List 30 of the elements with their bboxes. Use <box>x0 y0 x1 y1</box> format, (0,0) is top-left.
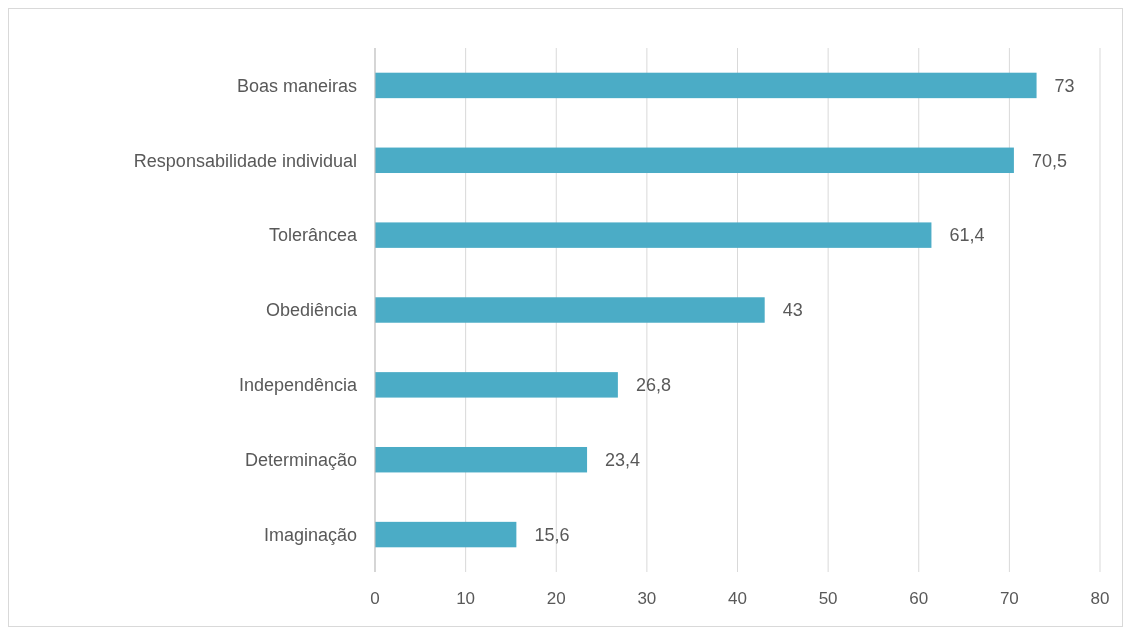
y-tick-label: Responsabilidade individual <box>133 150 357 171</box>
data-label: 61,4 <box>949 225 985 246</box>
x-tick-label: 80 <box>1090 589 1110 608</box>
data-label: 15,6 <box>534 524 570 545</box>
y-tick-label: Boas maneiras <box>236 75 357 96</box>
bar <box>375 297 765 323</box>
y-tick-label: Determinação <box>244 450 357 471</box>
bar <box>375 372 618 398</box>
bar <box>375 446 588 473</box>
x-tick-label: 70 <box>999 589 1019 608</box>
data-label: 26,8 <box>635 375 671 396</box>
data-label: 43 <box>782 300 803 321</box>
x-tick-label: 50 <box>818 589 838 608</box>
bar <box>375 147 1014 174</box>
x-tick-label: 60 <box>909 589 929 608</box>
x-tick-label: 30 <box>637 589 657 608</box>
y-tick-label: Independência <box>238 375 358 396</box>
x-tick-label: 0 <box>370 589 380 608</box>
y-tick-label: Obediência <box>265 300 358 321</box>
bar <box>375 222 932 248</box>
bar <box>375 521 517 548</box>
data-label: 23,4 <box>605 450 641 471</box>
y-tick-label: Tolerâncea <box>268 225 358 246</box>
data-label: 70,5 <box>1031 150 1067 171</box>
data-label: 73 <box>1054 75 1075 96</box>
x-tick-label: 10 <box>456 589 476 608</box>
x-tick-label: 40 <box>728 589 747 608</box>
x-tick-label: 20 <box>546 589 566 608</box>
y-tick-label: Imaginação <box>263 524 357 545</box>
bar <box>375 72 1037 99</box>
